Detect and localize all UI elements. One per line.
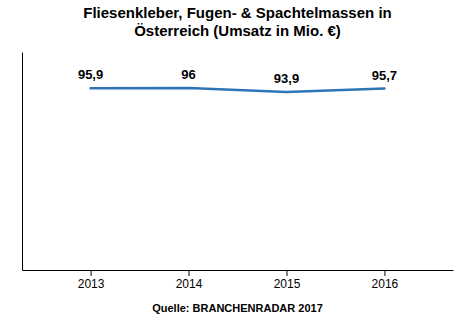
plot: 2013 2014 2015 2016 95,9 96 93,9 95,7 <box>23 53 454 291</box>
x-tick-label: 2013 <box>78 277 105 291</box>
marks <box>91 88 385 92</box>
x-tick-mark <box>286 270 287 276</box>
x-tick: 2015 <box>274 270 301 291</box>
x-tick-label: 2015 <box>274 277 301 291</box>
y-axis-line <box>22 53 23 271</box>
data-label: 95,9 <box>78 67 103 82</box>
data-labels: 95,9 96 93,9 95,7 <box>78 67 397 86</box>
title-line: Österreich (Umsatz in Mio. €) <box>134 22 341 39</box>
x-tick-label: 2016 <box>372 277 399 291</box>
x-axis: 2013 2014 2015 2016 <box>23 270 454 291</box>
x-tick: 2014 <box>176 270 203 291</box>
data-label: 96 <box>181 67 195 82</box>
x-axis-line <box>23 270 454 271</box>
line <box>91 88 385 92</box>
x-tick-mark <box>189 270 190 276</box>
title-line: Fliesenkleber, Fugen- & Spachtelmassen i… <box>83 4 391 21</box>
data-label: 95,7 <box>372 68 397 83</box>
x-tick: 2016 <box>372 270 399 291</box>
data-label: 93,9 <box>274 71 299 86</box>
x-tick-mark <box>91 270 92 276</box>
x-tick: 2013 <box>78 270 105 291</box>
y-axis <box>22 53 23 271</box>
title: Fliesenkleber, Fugen- & Spachtelmassen i… <box>83 4 391 39</box>
x-tick-label: 2014 <box>176 277 203 291</box>
x-tick-mark <box>384 270 385 276</box>
chart: Fliesenkleber, Fugen- & Spachtelmassen i… <box>0 0 475 318</box>
source: Quelle: BRANCHENRADAR 2017 <box>152 302 323 314</box>
